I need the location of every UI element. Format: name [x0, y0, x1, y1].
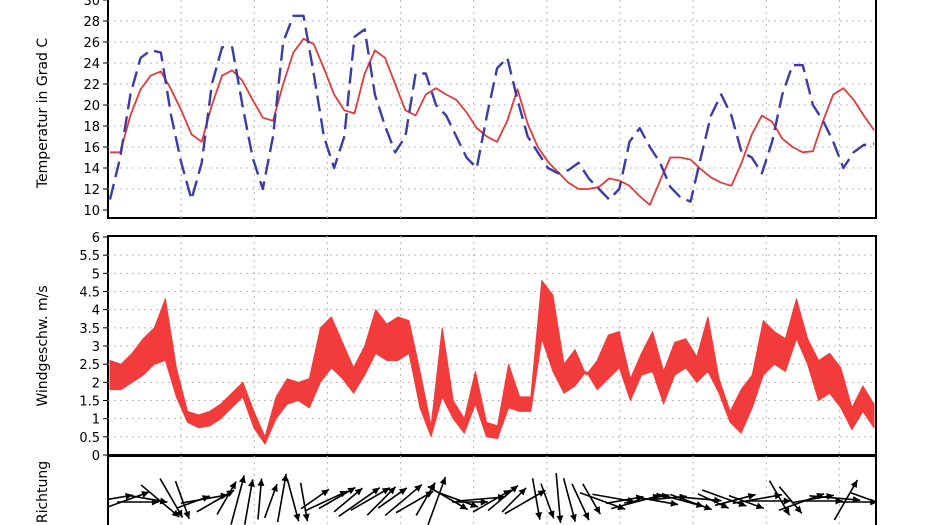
wind-speed-y-tick-label: 1.5: [79, 395, 100, 410]
wind-direction-arrow: [286, 478, 301, 522]
wind-speed-y-tick-label: 4: [92, 304, 100, 319]
wind-direction-arrow: [778, 486, 803, 514]
wind-speed-band: [109, 280, 875, 445]
wind-direction-arrow: [745, 497, 791, 505]
wind-speed-y-axis-label: Windgeschw. m/s: [35, 285, 51, 406]
wind-direction-arrow: [714, 493, 756, 507]
wind-direction-arrow: [555, 473, 564, 523]
wind-direction-arrow: [140, 484, 180, 518]
wind-speed-series: [109, 280, 875, 445]
temperature-y-tick-label: 12: [83, 183, 100, 198]
wind-direction-arrow: [768, 480, 791, 516]
wind-speed-y-tick-label: 0.5: [79, 431, 100, 446]
wind-direction-arrow: [472, 489, 512, 513]
wind-direction-arrow: [451, 498, 488, 506]
wind-direction-arrow: [439, 492, 479, 508]
wind-direction-arrow: [366, 486, 397, 516]
temperature-y-axis-label: Temperatur in Grad C: [35, 38, 51, 190]
temperature-y-tick-label: 24: [83, 57, 100, 72]
wind-direction-arrows: [109, 473, 876, 525]
temperature-y-tick-label: 14: [83, 162, 100, 177]
wind-direction-arrow: [109, 491, 150, 508]
temperature-gridlines: [108, 0, 876, 218]
wind-direction-arrow: [562, 478, 577, 522]
wind-speed-y-tick-labels: 0 0.5 1 1.5 2 2.5 3 3.5 4 4.5 5 5.5 6: [79, 231, 108, 464]
wind-speed-y-tick-label: 3.5: [79, 322, 100, 337]
wind-direction-arrow: [582, 483, 601, 515]
temperature-y-tick-label: 20: [83, 99, 100, 114]
wind-direction-arrow: [299, 482, 310, 522]
wind-direction-plot-frame: [107, 455, 877, 525]
wind-direction-arrow: [427, 485, 469, 511]
wind-direction-arrow: [243, 479, 255, 525]
wind-direction-arrow: [377, 487, 408, 509]
wind-direction-arrow: [300, 488, 330, 510]
wind-direction-arrow: [338, 487, 381, 517]
wind-direction-arrow: [159, 478, 184, 518]
wind-direction-arrow: [833, 479, 859, 521]
wind-direction-arrow: [637, 496, 679, 507]
wind-direction-arrow: [230, 475, 246, 525]
wind-direction-arrow: [427, 476, 447, 525]
wind-speed-y-tick-label: 3: [92, 340, 100, 355]
wind-direction-arrow: [540, 483, 555, 519]
wind-speed-y-tick-label: 5: [92, 267, 100, 282]
wind-direction-arrow: [318, 486, 356, 510]
wind-speed-y-tick-label: 4.5: [79, 286, 100, 301]
temperature-y-tick-label: 18: [83, 120, 100, 135]
temperature-y-tick-labels: 10 12 14 16 18 20 22 24 26 28 30: [83, 0, 108, 219]
wind-direction-arrow: [571, 483, 590, 521]
wind-direction-arrow: [350, 487, 391, 511]
wind-direction-arrow: [501, 487, 527, 513]
temperature-y-tick-label: 22: [83, 78, 100, 93]
temperature-y-tick-label: 28: [83, 15, 100, 30]
wind-speed-y-tick-label: 5.5: [79, 249, 100, 264]
wind-direction-arrow: [109, 492, 133, 501]
wind-direction-arrow: [728, 494, 765, 510]
wind-direction-arrow: [263, 483, 278, 519]
temperature-y-tick-label: 30: [83, 0, 100, 9]
wind-direction-arrow: [174, 480, 190, 520]
temperature-y-tick-label: 16: [83, 141, 100, 156]
wind-speed-y-tick-label: 6: [92, 231, 100, 246]
temperature-panel: 10 12 14 16 18 20 22 24 26 28 30 Temperatur in Gra…: [35, 0, 877, 219]
temperature-y-tick-label: 10: [83, 204, 100, 219]
wind-direction-arrow: [487, 484, 519, 512]
wind-direction-arrow: [257, 478, 265, 520]
wind-direction-arrow: [384, 483, 423, 517]
wind-speed-y-tick-label: 2: [92, 376, 100, 391]
wind-direction-arrow: [850, 492, 876, 503]
temperature-series: [109, 14, 875, 206]
temperature-y-tick-label: 26: [83, 36, 100, 51]
wind-direction-arrow: [333, 487, 363, 513]
wind-speed-panel: 0 0.5 1 1.5 2 2.5 3 3.5 4 4.5 5 5.5 6 Windgeschw. m/…: [35, 231, 877, 464]
wind-direction-arrow: [697, 493, 729, 509]
wind-direction-y-axis-label: Richtung: [35, 461, 51, 523]
wind-direction-arrow: [196, 489, 235, 513]
wind-direction-panel: Richtung: [35, 455, 877, 525]
wind-direction-arrow: [276, 473, 289, 523]
wind-direction-arrow: [395, 490, 434, 514]
temperature-series-dashed-line: [109, 14, 875, 203]
wind-direction-arrow: [216, 481, 237, 515]
wind-direction-gridlines: [180, 456, 840, 525]
wind-speed-y-tick-label: 1: [92, 413, 100, 428]
wind-direction-arrow: [670, 493, 713, 511]
temperature-plot-frame: [107, 0, 877, 219]
wind-direction-arrow: [531, 478, 543, 520]
wind-speed-y-tick-label: 0: [92, 449, 100, 464]
wind-speed-y-tick-label: 2.5: [79, 358, 100, 373]
